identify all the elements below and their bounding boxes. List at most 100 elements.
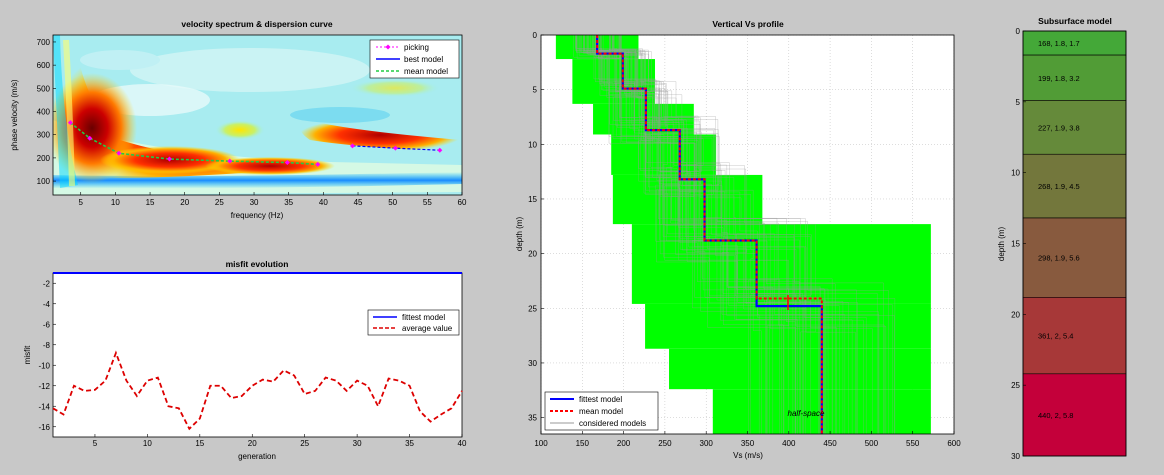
considered-model-line xyxy=(583,35,806,434)
envelope-band xyxy=(612,174,763,225)
x-tick-label: 600 xyxy=(947,439,961,448)
misfit-axes: 5 10 15 20 25 30 35 40 -2 -4 -6 -8 -10 -12 -14 -16 xyxy=(38,279,467,448)
y-tick-label: -12 xyxy=(38,382,50,391)
x-tick-label: 15 xyxy=(195,439,204,448)
y-tick-label: 0 xyxy=(533,31,538,40)
y-tick-label: 0 xyxy=(1016,27,1021,36)
x-tick-label: 40 xyxy=(458,439,467,448)
picking-point xyxy=(87,135,93,141)
y-tick-label: -10 xyxy=(38,361,50,370)
y-tick-label: -14 xyxy=(38,402,50,411)
considered-model-line xyxy=(598,35,811,434)
legend-fittest-model: fittest model xyxy=(402,313,445,322)
considered-model-line xyxy=(575,35,796,434)
legend-vs-mean: mean model xyxy=(579,407,623,416)
y-tick-label: 35 xyxy=(528,414,537,423)
legend-average-value: average value xyxy=(402,324,453,333)
considered-model-line xyxy=(576,35,801,434)
x-tick-label: 10 xyxy=(143,439,152,448)
y-tick-label: 5 xyxy=(1016,98,1021,107)
considered-model-line xyxy=(593,35,887,434)
x-tick-label: 40 xyxy=(319,198,328,207)
x-tick-label: 10 xyxy=(111,198,120,207)
y-tick-label: -8 xyxy=(43,341,51,350)
x-tick-label: 35 xyxy=(405,439,414,448)
vs-green-envelope xyxy=(555,35,931,434)
legend-mean-model: mean model xyxy=(404,67,448,76)
vs-halfspace-annotation: half-space xyxy=(788,409,825,418)
spectrum-legend: picking best model mean model xyxy=(369,39,460,79)
subsurface-layer xyxy=(1022,54,1127,101)
considered-model-line xyxy=(595,35,893,434)
subsurface-layer xyxy=(1022,153,1127,219)
x-tick-label: 150 xyxy=(576,439,590,448)
legend-vs-considered: considered models xyxy=(579,419,646,428)
spectrum-picking-points xyxy=(67,120,443,167)
x-tick-label: 100 xyxy=(534,439,548,448)
considered-model-line xyxy=(619,35,895,434)
considered-model-line xyxy=(593,35,766,434)
picking-point xyxy=(116,150,122,156)
subsurface-layer-label: 361, 2, 5.4 xyxy=(1038,332,1073,341)
x-tick-label: 500 xyxy=(865,439,879,448)
envelope-band xyxy=(645,303,931,349)
subsurface-ylabel: depth (m) xyxy=(997,227,1006,262)
subsurface-layers: 168, 1.8, 1.7 199, 1.8, 3.2 227, 1.9, 3.8 2… xyxy=(1022,30,1127,457)
considered-model-line xyxy=(595,35,833,434)
picking-point xyxy=(166,156,172,162)
picking-point xyxy=(284,160,290,166)
y-tick-label: 200 xyxy=(37,154,51,163)
x-tick-label: 25 xyxy=(300,439,309,448)
x-tick-label: 60 xyxy=(458,198,467,207)
picking-point xyxy=(67,120,73,126)
vs-legend: fittest model mean model considered mode… xyxy=(544,391,659,431)
considered-model-line xyxy=(591,35,816,434)
legend-best-model: best model xyxy=(404,55,443,64)
considered-model-line xyxy=(584,35,821,434)
y-tick-label: 500 xyxy=(37,84,51,93)
picking-point xyxy=(315,161,321,167)
subsurface-layer-label: 298, 1.9, 5.6 xyxy=(1038,254,1080,263)
x-tick-label: 550 xyxy=(906,439,920,448)
subsurface-layer-label: 227, 1.9, 3.8 xyxy=(1038,123,1080,132)
x-tick-label: 30 xyxy=(250,198,259,207)
y-tick-label: 15 xyxy=(528,195,537,204)
y-tick-label: 25 xyxy=(528,304,537,313)
x-tick-label: 350 xyxy=(741,439,755,448)
spectrum-title: velocity spectrum & dispersion curve xyxy=(181,19,332,29)
y-tick-label: 10 xyxy=(1011,169,1020,178)
x-tick-label: 30 xyxy=(353,439,362,448)
y-tick-label: 15 xyxy=(1011,240,1020,249)
considered-model-line xyxy=(620,35,823,434)
considered-model-line xyxy=(598,35,824,434)
vs-axes: 100 150 200 250 300 350 400 450 500 550 600 0 5 10 15 2… xyxy=(528,31,961,448)
legend-vs-fittest: fittest model xyxy=(579,395,622,404)
misfit-title: misfit evolution xyxy=(226,259,289,269)
spectrum-axes: 5 10 15 20 25 30 35 40 45 50 55 60 100 200 300 400 500 60… xyxy=(37,38,467,207)
subsurface-layer xyxy=(1022,217,1127,298)
x-tick-label: 20 xyxy=(180,198,189,207)
misfit-legend: fittest model average value xyxy=(367,309,460,336)
x-tick-label: 20 xyxy=(248,439,257,448)
envelope-band xyxy=(611,134,717,175)
x-tick-label: 300 xyxy=(700,439,714,448)
legend-picking: picking xyxy=(404,43,429,52)
considered-model-line xyxy=(600,35,825,434)
x-tick-label: 15 xyxy=(146,198,155,207)
subsurface-layer-label: 168, 1.8, 1.7 xyxy=(1038,39,1080,48)
considered-model-line xyxy=(598,35,804,434)
misfit-xlabel: generation xyxy=(238,452,276,461)
y-tick-label: 25 xyxy=(1011,381,1020,390)
x-tick-label: 55 xyxy=(423,198,432,207)
picking-point xyxy=(437,147,443,153)
picking-point xyxy=(392,145,398,151)
subsurface-layer-label: 440, 2, 5.8 xyxy=(1038,411,1073,420)
misfit-plot-area xyxy=(52,272,463,438)
x-tick-label: 450 xyxy=(823,439,837,448)
spectrum-ylabel: phase velocity (m/s) xyxy=(10,79,19,150)
y-tick-label: -4 xyxy=(43,300,51,309)
y-tick-label: 600 xyxy=(37,61,51,70)
subsurface-axes: 0 5 10 15 20 25 30 xyxy=(1011,27,1026,461)
misfit-average-line xyxy=(52,350,463,431)
